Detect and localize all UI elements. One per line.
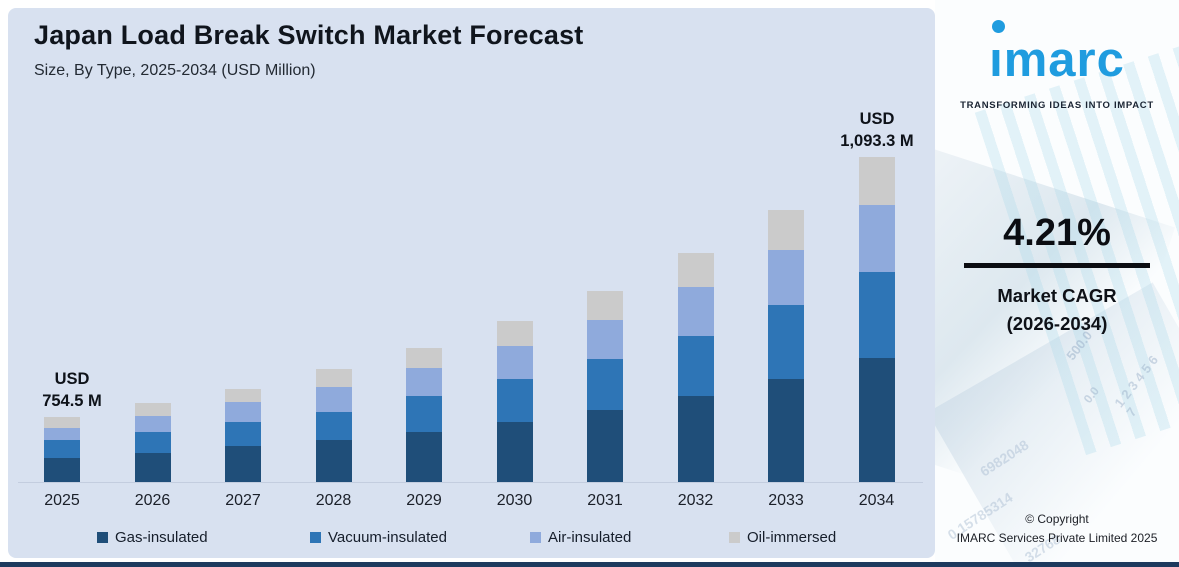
bar-2025-oil-immersed: [44, 417, 80, 428]
watermark-number: 6982048: [977, 436, 1032, 480]
bar-2034-oil-immersed: [858, 157, 895, 205]
bar-2027: [225, 389, 261, 482]
chart-legend: Gas-insulated Vacuum-insulated Air-insulat…: [8, 529, 935, 553]
copyright-notice: © Copyright IMARC Services Private Limit…: [956, 512, 1158, 545]
legend-swatch-icon: [97, 532, 108, 543]
bar-2029-vacuum-insulated: [406, 396, 442, 432]
bar-2026: [134, 403, 171, 482]
imarc-logo-dot-icon: [992, 20, 1006, 33]
bar-2032-oil-immersed: [677, 253, 714, 287]
x-axis-label-2029: 2029: [406, 492, 442, 509]
bar-2030: [496, 321, 533, 482]
bar-value-label-2025: USD 754.5 M: [42, 370, 102, 411]
x-axis-label-2030: 2030: [496, 492, 533, 509]
bar-2025-air-insulated: [44, 428, 80, 440]
imarc-tagline: TRANSFORMING IDEAS INTO IMPACT: [960, 100, 1154, 111]
bar-2029-air-insulated: [406, 368, 442, 396]
bar-2033-vacuum-insulated: [768, 305, 804, 379]
cagr-value: 4.21%: [1003, 212, 1111, 254]
bar-2034-gas-insulated: [858, 358, 895, 482]
cagr-block: 4.21% Market CAGR (2026-2034): [935, 212, 1179, 338]
x-axis-label-2032: 2032: [677, 492, 714, 509]
bar-2031-oil-immersed: [587, 291, 623, 320]
cagr-underline: [964, 263, 1150, 268]
chart-subtitle: Size, By Type, 2025-2034 (USD Million): [34, 62, 316, 79]
bar-2025: [44, 417, 80, 482]
bar-2027-vacuum-insulated: [225, 422, 261, 446]
bar-2028-gas-insulated: [315, 440, 352, 482]
bar-2029-oil-immersed: [406, 348, 442, 368]
bar-2025-gas-insulated: [44, 458, 80, 482]
legend-label: Gas-insulated: [115, 529, 208, 546]
imarc-logo-text: ımarc: [989, 20, 1125, 85]
legend-item-vacuum-insulated: Vacuum-insulated: [310, 529, 447, 546]
legend-swatch-icon: [729, 532, 740, 543]
brand-sidebar: 500.0 0.0 1 2 3 4 5 6 7 6982048 0.15785314 32…: [935, 0, 1179, 567]
x-axis-label-2031: 2031: [587, 492, 623, 509]
bar-2027-oil-immersed: [225, 389, 261, 402]
bar-2029: [406, 348, 442, 482]
bar-2031-gas-insulated: [587, 410, 623, 482]
bar-2028-air-insulated: [315, 387, 352, 412]
watermark-number: 1 2 3 4 5 6 7: [1111, 352, 1162, 420]
bar-2026-gas-insulated: [134, 453, 171, 482]
bar-2027-air-insulated: [225, 402, 261, 422]
bar-2031-vacuum-insulated: [587, 359, 623, 410]
bar-2033-oil-immersed: [768, 210, 804, 250]
bar-2031: [587, 291, 623, 482]
x-axis-label-2025: 2025: [44, 492, 80, 509]
bar-2030-air-insulated: [496, 346, 533, 379]
bar-2025-vacuum-insulated: [44, 440, 80, 458]
legend-label: Vacuum-insulated: [328, 529, 447, 546]
bar-2034-air-insulated: [858, 205, 895, 272]
bar-2026-vacuum-insulated: [134, 432, 171, 453]
legend-swatch-icon: [310, 532, 321, 543]
bar-2032: [677, 253, 714, 482]
chart-panel: Japan Load Break Switch Market Forecast …: [8, 8, 935, 558]
imarc-logo: ımarc: [935, 20, 1179, 85]
x-axis-label-2034: 2034: [858, 492, 895, 509]
cagr-label-line1: Market CAGR: [997, 285, 1117, 306]
bottom-accent-strip: [0, 562, 1179, 567]
bar-2032-gas-insulated: [677, 396, 714, 482]
x-axis-label-2033: 2033: [768, 492, 804, 509]
bar-2030-oil-immersed: [496, 321, 533, 346]
x-axis-line: [18, 482, 923, 483]
bar-2026-air-insulated: [134, 416, 171, 432]
bar-2028-oil-immersed: [315, 369, 352, 387]
bar-2028: [315, 369, 352, 482]
bar-2030-gas-insulated: [496, 422, 533, 482]
x-axis-label-2028: 2028: [315, 492, 352, 509]
bar-2033: [768, 210, 804, 482]
bar-value-label-2034: USD 1,093.3 M: [840, 110, 914, 151]
bar-2028-vacuum-insulated: [315, 412, 352, 440]
watermark-number: 0.0: [1080, 384, 1102, 406]
bar-2031-air-insulated: [587, 320, 623, 359]
bar-2033-air-insulated: [768, 250, 804, 305]
cagr-label-line2: (2026-2034): [1006, 312, 1108, 334]
bar-2032-air-insulated: [677, 287, 714, 336]
legend-label: Air-insulated: [548, 529, 632, 546]
bar-2034: [858, 157, 895, 482]
legend-label: Oil-immersed: [747, 529, 837, 546]
legend-item-gas-insulated: Gas-insulated: [97, 529, 208, 546]
bar-2034-vacuum-insulated: [858, 272, 895, 358]
bar-2026-oil-immersed: [134, 403, 171, 416]
page-title: Japan Load Break Switch Market Forecast: [34, 20, 584, 50]
legend-swatch-icon: [530, 532, 541, 543]
legend-item-oil-immersed: Oil-immersed: [729, 529, 836, 546]
x-axis-label-2026: 2026: [134, 492, 171, 509]
bar-2033-gas-insulated: [768, 379, 804, 482]
x-axis-label-2027: 2027: [225, 492, 261, 509]
legend-item-air-insulated: Air-insulated: [530, 529, 631, 546]
bar-2027-gas-insulated: [225, 446, 261, 482]
bar-2032-vacuum-insulated: [677, 336, 714, 396]
bar-2029-gas-insulated: [406, 432, 442, 482]
bar-2030-vacuum-insulated: [496, 379, 533, 422]
